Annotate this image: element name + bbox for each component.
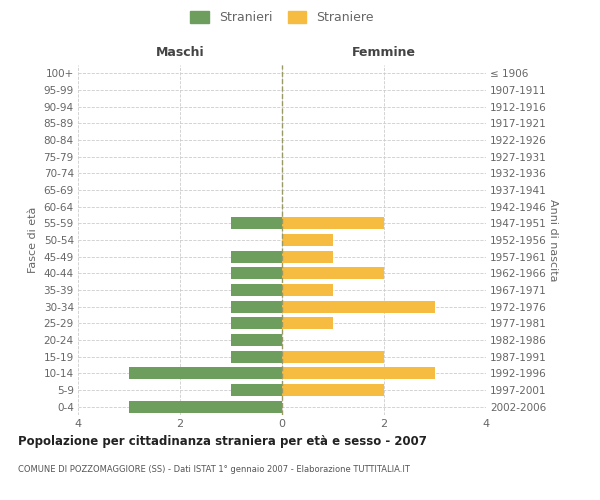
Bar <box>129 400 282 412</box>
Bar <box>282 368 435 380</box>
Bar <box>231 268 282 280</box>
Bar <box>231 250 282 262</box>
Bar <box>282 234 333 246</box>
Bar <box>231 218 282 230</box>
Bar <box>231 318 282 330</box>
Bar <box>231 350 282 362</box>
Bar <box>129 368 282 380</box>
Bar <box>231 384 282 396</box>
Y-axis label: Fasce di età: Fasce di età <box>28 207 38 273</box>
Text: Popolazione per cittadinanza straniera per età e sesso - 2007: Popolazione per cittadinanza straniera p… <box>18 435 427 448</box>
Y-axis label: Anni di nascita: Anni di nascita <box>548 198 558 281</box>
Text: Maschi: Maschi <box>155 46 205 59</box>
Bar <box>282 218 384 230</box>
Bar <box>282 250 333 262</box>
Bar <box>282 268 384 280</box>
Bar <box>282 318 333 330</box>
Bar <box>282 384 384 396</box>
Bar <box>282 350 384 362</box>
Text: Femmine: Femmine <box>352 46 416 59</box>
Bar <box>231 300 282 312</box>
Bar <box>282 284 333 296</box>
Legend: Stranieri, Straniere: Stranieri, Straniere <box>190 11 374 24</box>
Bar <box>231 284 282 296</box>
Bar <box>231 334 282 346</box>
Bar <box>282 300 435 312</box>
Text: COMUNE DI POZZOMAGGIORE (SS) - Dati ISTAT 1° gennaio 2007 - Elaborazione TUTTITA: COMUNE DI POZZOMAGGIORE (SS) - Dati ISTA… <box>18 465 410 474</box>
